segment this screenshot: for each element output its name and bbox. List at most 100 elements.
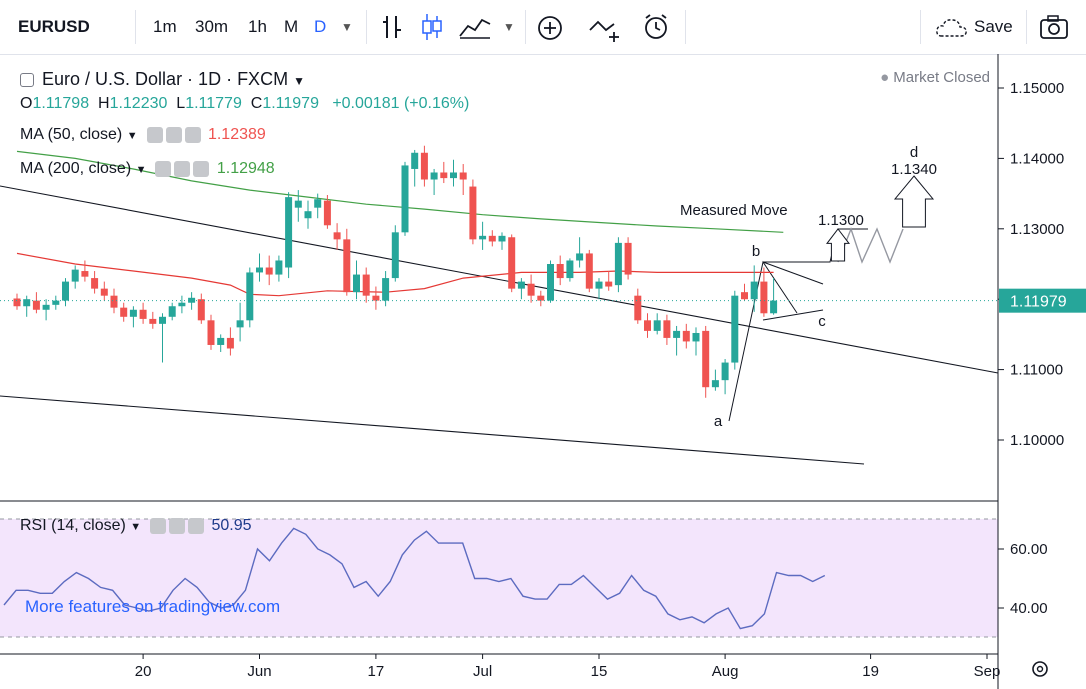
candle[interactable] <box>353 260 360 300</box>
candle[interactable] <box>721 359 729 395</box>
symbol-search[interactable]: EURUSD <box>18 17 90 36</box>
candle[interactable] <box>585 249 593 293</box>
candle[interactable] <box>197 293 205 324</box>
candle[interactable] <box>498 232 506 250</box>
candle[interactable] <box>401 161 409 236</box>
candle[interactable] <box>614 237 622 293</box>
candle[interactable] <box>770 278 778 315</box>
candle[interactable] <box>479 221 487 250</box>
close-icon[interactable] <box>184 126 201 143</box>
candle[interactable] <box>207 314 215 350</box>
candle[interactable] <box>391 225 399 282</box>
gear-icon[interactable] <box>169 517 186 534</box>
candle[interactable] <box>372 286 380 310</box>
candle[interactable] <box>682 323 690 349</box>
candle[interactable] <box>634 288 642 324</box>
candle[interactable] <box>304 200 312 229</box>
candle[interactable] <box>760 267 768 317</box>
candle[interactable] <box>323 195 331 229</box>
candle[interactable] <box>362 267 370 303</box>
up-arrow-target-1[interactable] <box>825 228 851 262</box>
interval-1h[interactable]: 1h <box>248 17 267 36</box>
candle[interactable] <box>71 265 79 289</box>
candle[interactable] <box>285 192 293 279</box>
candle[interactable] <box>430 168 438 196</box>
rsi-line[interactable] <box>3 527 826 630</box>
candle[interactable] <box>81 260 89 282</box>
candle[interactable] <box>168 302 176 321</box>
pennant-upper[interactable] <box>762 261 824 285</box>
candles-icon[interactable] <box>420 12 444 42</box>
candle[interactable] <box>711 369 719 391</box>
candle[interactable] <box>488 230 496 247</box>
pennant-lower[interactable] <box>762 309 824 321</box>
candle[interactable] <box>149 311 157 329</box>
candle[interactable] <box>159 313 166 363</box>
candle[interactable] <box>13 293 21 310</box>
candle[interactable] <box>42 299 50 321</box>
candle[interactable] <box>91 271 99 294</box>
candle[interactable] <box>139 302 147 324</box>
legend-dropdown-icon[interactable]: ▼ <box>293 74 305 88</box>
eye-icon[interactable] <box>155 160 172 177</box>
candle[interactable] <box>527 274 535 303</box>
candle[interactable] <box>265 255 273 286</box>
candle[interactable] <box>556 255 564 286</box>
candle[interactable] <box>517 278 525 300</box>
collapse-icon[interactable] <box>20 73 34 88</box>
gear-icon[interactable] <box>165 126 182 143</box>
up-arrow-target-2[interactable] <box>893 175 935 228</box>
bars-icon[interactable] <box>380 14 404 40</box>
candle[interactable] <box>382 271 390 307</box>
candle[interactable] <box>129 306 137 328</box>
candle[interactable] <box>595 278 603 300</box>
candle[interactable] <box>605 271 613 291</box>
candle[interactable] <box>537 290 545 307</box>
add-indicator-icon[interactable] <box>536 14 564 42</box>
rsi-legend[interactable]: RSI (14, close) ▼ 50.95 <box>20 517 252 535</box>
candle[interactable] <box>343 228 351 296</box>
gear-icon[interactable] <box>174 160 191 177</box>
ma50-line[interactable] <box>16 252 774 297</box>
candle[interactable] <box>440 161 448 184</box>
eye-icon[interactable] <box>150 517 167 534</box>
candle[interactable] <box>644 313 651 338</box>
candle[interactable] <box>217 334 225 352</box>
settings-gear-icon[interactable] <box>1032 661 1048 677</box>
ma50-dropdown-icon[interactable]: ▼ <box>126 130 138 142</box>
candle[interactable] <box>624 237 632 280</box>
candle[interactable] <box>120 302 128 322</box>
candle[interactable] <box>333 223 341 250</box>
candle[interactable] <box>23 295 31 317</box>
alert-clock-icon[interactable] <box>642 12 672 42</box>
close-icon[interactable] <box>193 160 210 177</box>
candle[interactable] <box>188 292 196 310</box>
ma200-line[interactable] <box>16 150 784 233</box>
candle[interactable] <box>62 278 69 307</box>
candle[interactable] <box>100 281 108 301</box>
save-button[interactable]: Save <box>974 17 1013 36</box>
candle[interactable] <box>110 288 118 314</box>
candle[interactable] <box>314 193 322 219</box>
ma200-dropdown-icon[interactable]: ▼ <box>135 164 147 176</box>
cloud-icon[interactable] <box>934 16 970 40</box>
area-chart-icon[interactable] <box>458 14 492 40</box>
candle[interactable] <box>294 190 302 222</box>
candle[interactable] <box>566 258 574 282</box>
chart-canvas[interactable]: Measured Move 1.1300 d1.1340 a b c 1.15000 1.1… <box>0 54 1086 689</box>
interval-m[interactable]: M <box>284 17 299 36</box>
candle[interactable] <box>32 292 40 314</box>
candle[interactable] <box>226 327 234 356</box>
watermark-link[interactable]: More features on tradingview.com <box>25 597 281 616</box>
candle[interactable] <box>420 145 428 187</box>
candle[interactable] <box>702 325 710 398</box>
candle[interactable] <box>663 314 671 345</box>
interval-30m[interactable]: 30m <box>195 17 229 36</box>
candle[interactable] <box>256 253 263 282</box>
candle[interactable] <box>275 255 283 282</box>
candle[interactable] <box>576 237 584 268</box>
candle[interactable] <box>178 295 186 314</box>
camera-icon[interactable] <box>1039 14 1069 40</box>
candle[interactable] <box>547 260 554 303</box>
candle[interactable] <box>692 327 700 356</box>
